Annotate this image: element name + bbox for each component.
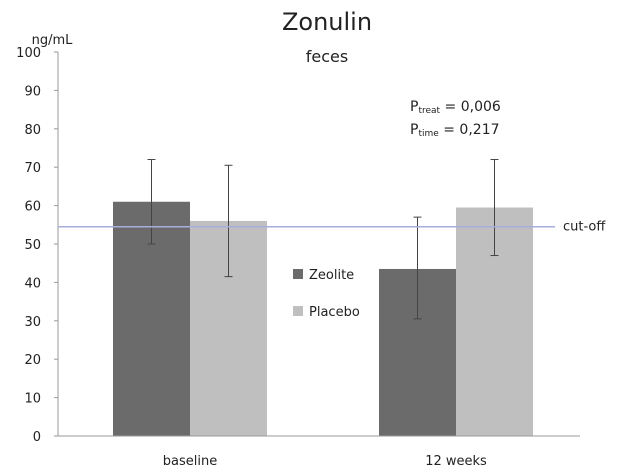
legend-swatch-zeolite — [293, 269, 303, 279]
x-category-label: baseline — [163, 454, 217, 469]
y-tick-label: 20 — [24, 353, 41, 368]
y-axis-label: ng/mL — [32, 33, 74, 48]
legend-label-placebo: Placebo — [309, 305, 360, 320]
x-category-label: 12 weeks — [425, 454, 487, 469]
y-tick-label: 100 — [16, 46, 41, 61]
y-tick-label: 0 — [33, 430, 41, 445]
y-tick-label: 80 — [24, 123, 41, 138]
cutoff-label: cut-off — [563, 220, 606, 235]
legend-label-zeolite: Zeolite — [309, 268, 354, 283]
y-tick-label: 90 — [24, 84, 41, 99]
y-tick-label: 30 — [24, 315, 41, 330]
p-value-annotation: Ptreat = 0,006 — [410, 99, 501, 116]
y-tick-label: 60 — [24, 200, 41, 215]
y-tick-label: 10 — [24, 392, 41, 407]
chart-subtitle: feces — [306, 47, 348, 66]
chart-title: Zonulin — [282, 8, 372, 36]
y-tick-label: 40 — [24, 276, 41, 291]
y-tick-label: 50 — [24, 238, 41, 253]
y-tick-label: 70 — [24, 161, 41, 176]
plot-area: 0 10 20 30 40 50 60 70 80 90 100 baseline 12 weeks cu… — [16, 46, 606, 469]
p-value-annotation: Ptime = 0,217 — [410, 122, 500, 139]
legend-swatch-placebo — [293, 306, 303, 316]
